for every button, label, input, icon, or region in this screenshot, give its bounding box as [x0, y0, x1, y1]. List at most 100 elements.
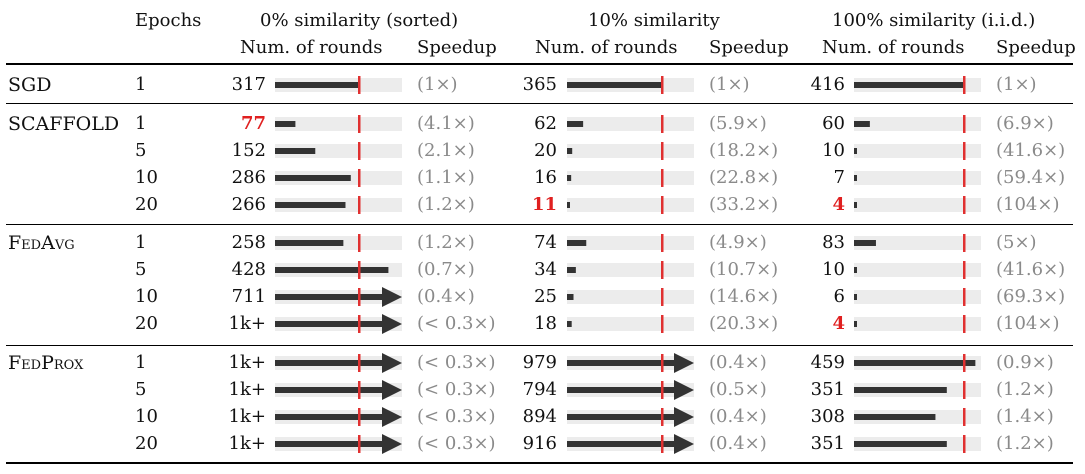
rounds-value: 16: [534, 167, 557, 188]
sgd-marker: [661, 115, 664, 133]
speedup-value: (4.9×): [709, 232, 767, 253]
bar-track: [854, 317, 981, 331]
rounds-value: 266: [231, 194, 266, 215]
sgd-marker: [661, 169, 664, 187]
bar: [567, 148, 573, 154]
speedup-header-2: Speedup: [996, 37, 1076, 58]
speedup-value: (10.7×): [709, 259, 779, 280]
bar-track: [567, 171, 694, 185]
group-title-0: 0% similarity (sorted): [260, 10, 459, 31]
sgd-marker: [963, 234, 966, 252]
rounds-value: 351: [810, 379, 845, 400]
rounds-value: 1k+: [228, 352, 266, 373]
speedup-value: (2.1×): [417, 140, 475, 161]
overflow-arrow: [674, 353, 694, 373]
rounds-value: 365: [522, 74, 557, 95]
speedup-value: (14.6×): [709, 286, 779, 307]
sgd-marker: [358, 435, 361, 453]
sgd-marker: [963, 408, 966, 426]
sgd-marker: [661, 196, 664, 214]
bar: [275, 414, 386, 420]
rounds-value: 25: [534, 286, 557, 307]
bottom-rule: [6, 462, 1073, 464]
sgd-marker: [358, 261, 361, 279]
bar: [854, 175, 857, 181]
rounds-value: 60: [822, 113, 845, 134]
sgd-marker: [963, 142, 966, 160]
speedup-value: (59.4×): [996, 167, 1066, 188]
sgd-marker: [358, 76, 361, 94]
bar: [275, 360, 386, 366]
speedup-value: (< 0.3×): [417, 406, 496, 427]
bar: [275, 202, 346, 208]
sgd-marker: [661, 381, 664, 399]
sgd-marker: [661, 288, 664, 306]
speedup-value: (1.4×): [996, 406, 1054, 427]
bar-track: [854, 236, 981, 250]
section-rule: [6, 103, 1073, 104]
bar: [854, 267, 857, 273]
speedup-value: (1.2×): [417, 232, 475, 253]
bar: [275, 82, 359, 88]
rounds-value: 10: [822, 140, 845, 161]
bar: [567, 121, 584, 127]
rounds-header-2: Num. of rounds: [822, 37, 965, 58]
speedup-header-1: Speedup: [709, 37, 789, 58]
rounds-header-1: Num. of rounds: [535, 37, 678, 58]
sgd-marker: [358, 234, 361, 252]
rounds-value: 83: [822, 232, 845, 253]
rounds-value: 77: [240, 113, 266, 134]
bar: [854, 82, 964, 88]
overflow-arrow: [382, 353, 402, 373]
rounds-value: 916: [522, 433, 557, 454]
bar: [567, 267, 576, 273]
bar: [854, 321, 857, 327]
rounds-value: 62: [534, 113, 557, 134]
speedup-value: (18.2×): [709, 140, 779, 161]
rounds-value: 20: [534, 140, 557, 161]
bar: [275, 148, 316, 154]
method-name: SCAFFOLD: [8, 113, 120, 135]
rounds-value: 1k+: [228, 406, 266, 427]
sgd-marker: [358, 142, 361, 160]
bar-track: [275, 117, 402, 131]
rounds-value: 286: [231, 167, 266, 188]
overflow-arrow: [382, 380, 402, 400]
speedup-value: (1.2×): [996, 379, 1054, 400]
bar: [854, 414, 936, 420]
speedup-value: (< 0.3×): [417, 313, 496, 334]
speedup-value: (1.2×): [417, 194, 475, 215]
speedup-value: (6.9×): [996, 113, 1054, 134]
speedup-value: (1×): [417, 74, 458, 95]
sgd-marker: [963, 435, 966, 453]
rounds-value: 416: [810, 74, 845, 95]
epochs-cell: 10: [135, 286, 158, 307]
rounds-value: 6: [833, 286, 845, 307]
bar: [567, 441, 678, 447]
bar-track: [567, 317, 694, 331]
rounds-value: 11: [531, 194, 557, 215]
overflow-arrow: [674, 407, 694, 427]
bar: [854, 121, 870, 127]
rounds-value: 1k+: [228, 313, 266, 334]
bar-track: [567, 198, 694, 212]
rounds-value: 428: [231, 259, 266, 280]
epochs-cell: 5: [135, 259, 147, 280]
epochs-cell: 1: [135, 352, 147, 373]
bar: [854, 294, 857, 300]
sgd-marker: [358, 115, 361, 133]
epochs-cell: 5: [135, 140, 147, 161]
sgd-marker: [661, 234, 664, 252]
bar: [854, 148, 857, 154]
sgd-marker: [963, 261, 966, 279]
sgd-marker: [963, 196, 966, 214]
rounds-value: 34: [534, 259, 557, 280]
speedup-value: (0.9×): [996, 352, 1054, 373]
overflow-arrow: [382, 314, 402, 334]
epochs-cell: 10: [135, 406, 158, 427]
bar: [567, 414, 678, 420]
bar-track: [567, 263, 694, 277]
rounds-value: 18: [534, 313, 557, 334]
rounds-value: 979: [522, 352, 557, 373]
bar: [567, 175, 572, 181]
